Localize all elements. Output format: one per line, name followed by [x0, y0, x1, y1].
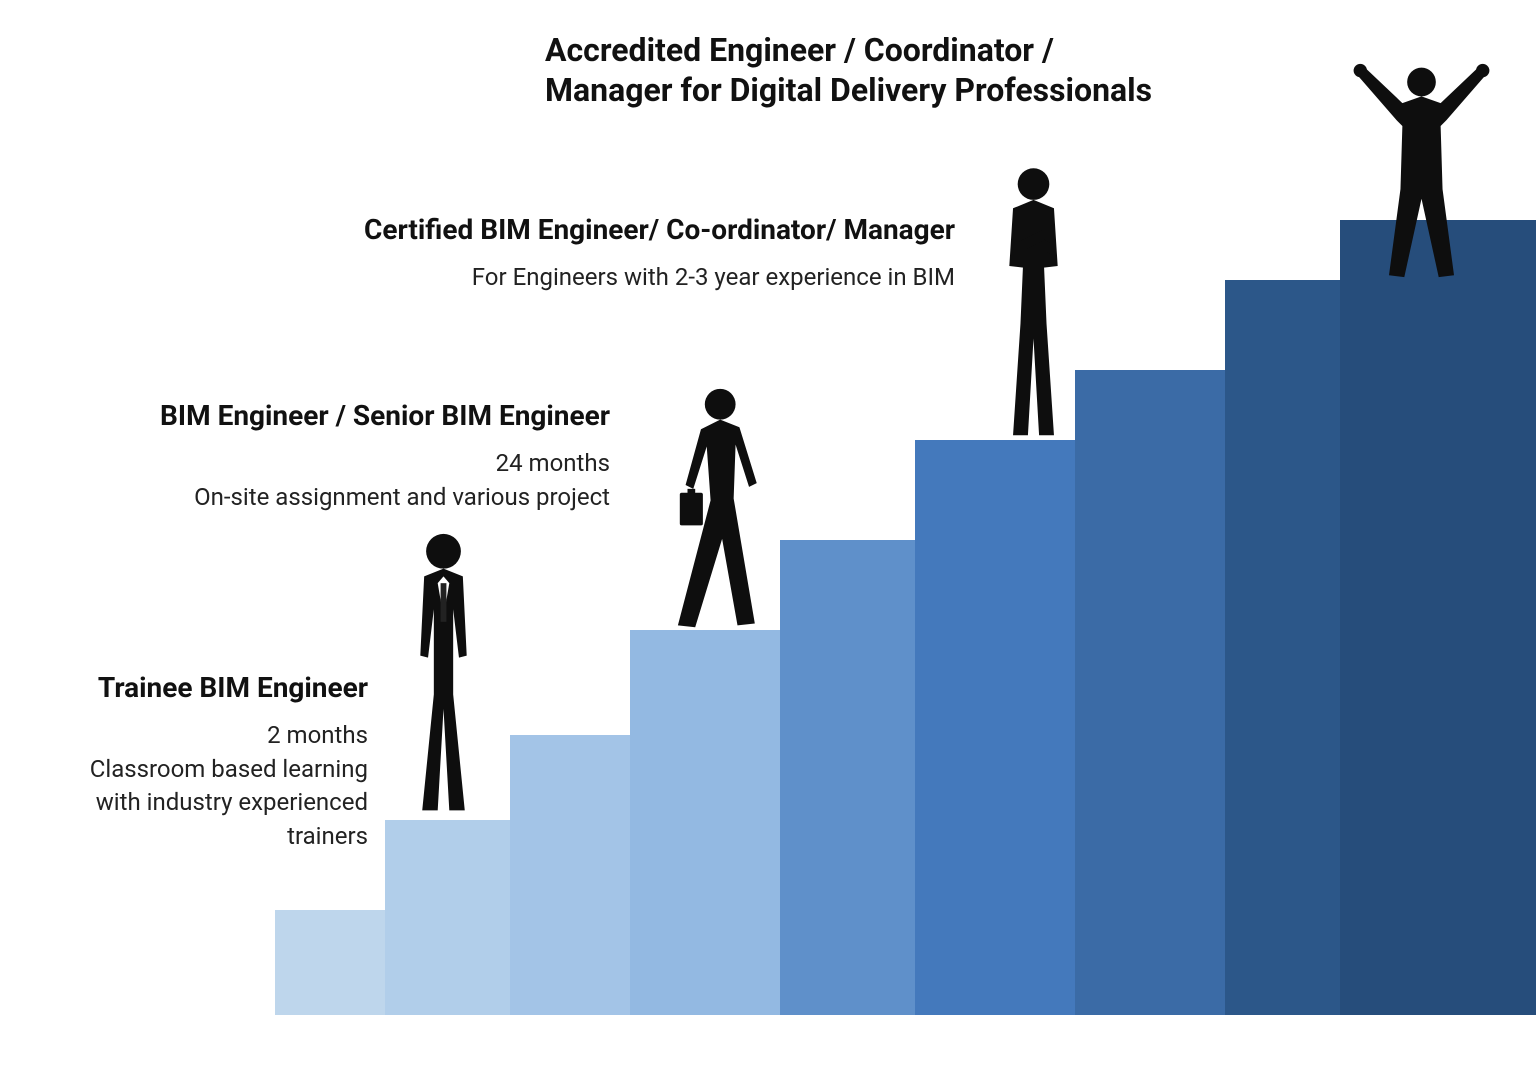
sub-line: trainers	[28, 820, 368, 854]
person-standing-icon	[395, 530, 492, 820]
label-bim-engineer: BIM Engineer / Senior BIM Engineer 24 mo…	[50, 398, 610, 514]
title-certified: Certified BIM Engineer/ Co-ordinator/ Ma…	[235, 212, 955, 247]
subtitle-bim-engineer: 24 months On-site assignment and various…	[50, 447, 610, 514]
step-9	[1340, 220, 1536, 1015]
sub-line: 2 months	[28, 719, 368, 753]
person-walking-icon	[645, 385, 780, 635]
person-victory-icon	[1345, 55, 1498, 285]
label-certified: Certified BIM Engineer/ Co-ordinator/ Ma…	[235, 212, 955, 295]
title-trainee: Trainee BIM Engineer	[28, 670, 368, 705]
sub-line: Classroom based learning	[28, 753, 368, 787]
person-arms-crossed-icon	[987, 165, 1080, 445]
subtitle-certified: For Engineers with 2-3 year experience i…	[235, 261, 955, 295]
title-bim-engineer: BIM Engineer / Senior BIM Engineer	[50, 398, 610, 433]
sub-line: On-site assignment and various project	[50, 481, 610, 515]
label-trainee: Trainee BIM Engineer 2 months Classroom …	[28, 670, 368, 853]
subtitle-trainee: 2 months Classroom based learning with i…	[28, 719, 368, 853]
label-accredited: Accredited Engineer / Coordinator / Mana…	[545, 30, 1345, 110]
sub-line: For Engineers with 2-3 year experience i…	[235, 261, 955, 295]
career-staircase-infographic: Trainee BIM Engineer 2 months Classroom …	[0, 0, 1536, 1090]
title-accredited: Accredited Engineer / Coordinator / Mana…	[545, 30, 1345, 110]
sub-line: 24 months	[50, 447, 610, 481]
sub-line: with industry experienced	[28, 786, 368, 820]
